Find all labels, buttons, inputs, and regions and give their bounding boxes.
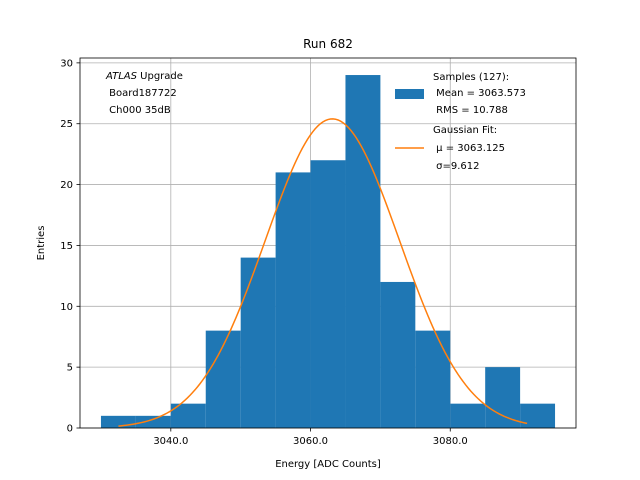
x-tick-label: 3080.0 bbox=[433, 436, 468, 447]
annotation-channel: Ch000 35dB bbox=[106, 105, 171, 116]
legend-samples-label: Samples (127): bbox=[433, 72, 509, 83]
histogram-bars bbox=[100, 75, 556, 428]
histogram-bar bbox=[275, 172, 311, 428]
histogram-bar bbox=[240, 257, 276, 428]
y-axis-ticks: 0 5 10 15 20 25 30 bbox=[60, 58, 80, 435]
legend-mu: μ = 3063.125 bbox=[433, 143, 505, 154]
histogram-bar bbox=[310, 160, 346, 428]
y-tick-label: 5 bbox=[67, 363, 73, 374]
histogram-bar bbox=[485, 367, 521, 428]
y-tick-label: 0 bbox=[67, 424, 73, 435]
legend-sigma: σ=9.612 bbox=[433, 161, 480, 172]
annotation-atlas: ATLAS bbox=[105, 71, 138, 82]
y-tick-label: 30 bbox=[60, 58, 73, 69]
y-tick-label: 15 bbox=[60, 241, 73, 252]
y-axis-label: Entries bbox=[36, 226, 47, 261]
histogram-bar bbox=[345, 75, 381, 428]
x-tick-label: 3040.0 bbox=[153, 436, 188, 447]
y-tick-label: 10 bbox=[60, 302, 73, 313]
histogram-bar bbox=[100, 415, 136, 428]
histogram-bar bbox=[520, 403, 556, 428]
legend: Samples (127): Mean = 3063.573 RMS = 10.… bbox=[395, 72, 526, 172]
legend-mean: Mean = 3063.573 bbox=[433, 88, 526, 99]
annotation-board: Board187722 bbox=[106, 88, 177, 99]
histogram-bar bbox=[135, 415, 171, 428]
chart-title: Run 682 bbox=[303, 37, 353, 51]
x-tick-label: 3060.0 bbox=[293, 436, 328, 447]
annotation-upgrade: Upgrade bbox=[137, 71, 183, 82]
experiment-annotation: ATLAS Upgrade Board187722 Ch000 35dB bbox=[105, 71, 183, 116]
plot-area bbox=[79, 57, 577, 429]
legend-samples-swatch bbox=[395, 89, 424, 99]
histogram-bar bbox=[415, 330, 451, 428]
legend-fit-label: Gaussian Fit: bbox=[433, 125, 497, 136]
gaussian-fit-curve bbox=[118, 118, 528, 427]
x-axis-ticks: 3040.0 3060.0 3080.0 bbox=[153, 428, 468, 447]
histogram-bar bbox=[380, 281, 416, 428]
legend-rms: RMS = 10.788 bbox=[433, 105, 508, 116]
y-tick-label: 20 bbox=[60, 180, 73, 191]
annotation-title: ATLAS Upgrade bbox=[105, 71, 183, 82]
x-axis-label: Energy [ADC Counts] bbox=[275, 459, 381, 470]
axes-frame bbox=[79, 57, 577, 429]
histogram-bar bbox=[450, 403, 486, 428]
y-tick-label: 25 bbox=[60, 119, 73, 130]
